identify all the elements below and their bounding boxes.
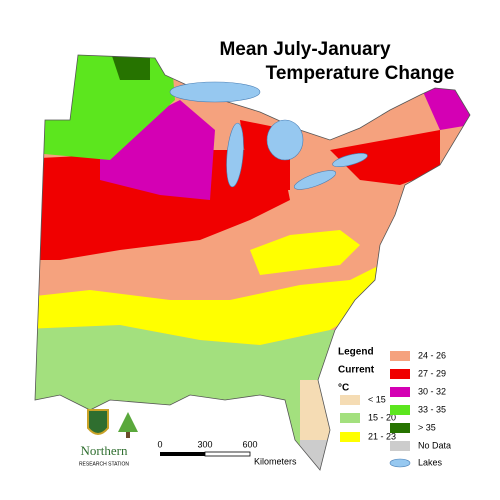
lake xyxy=(226,122,244,188)
legend-unit: °C xyxy=(338,383,349,394)
legend-swatch xyxy=(390,369,410,379)
legend-label: < 15 xyxy=(368,394,386,404)
scale-label: 0 xyxy=(157,439,162,449)
scale-label: 600 xyxy=(242,439,257,449)
legend-label: 27 - 29 xyxy=(418,368,446,378)
lakes xyxy=(169,81,368,190)
title-line-2: Temperature Change xyxy=(266,63,455,84)
legend-swatch xyxy=(340,395,360,405)
scale-segment xyxy=(160,452,205,456)
legend-swatch xyxy=(390,405,410,415)
legend-label: 24 - 26 xyxy=(418,350,446,360)
outline xyxy=(34,54,471,471)
logo: Northern RESEARCH STATION xyxy=(79,409,138,467)
band xyxy=(300,440,330,470)
logo-subname: RESEARCH STATION xyxy=(79,461,129,467)
legend-swatch xyxy=(390,441,410,451)
scale-segment xyxy=(204,451,251,457)
band xyxy=(35,265,380,345)
scale-unit: Kilometers xyxy=(254,456,297,466)
legend-label: 15 - 20 xyxy=(368,412,396,422)
band xyxy=(100,100,215,200)
legend-swatch xyxy=(389,458,411,468)
tree-trunk xyxy=(126,432,130,438)
legend-label: 30 - 32 xyxy=(418,386,446,396)
shield xyxy=(87,409,109,435)
band xyxy=(420,85,470,130)
lake xyxy=(169,81,261,103)
legend-title: Legend xyxy=(338,347,374,358)
lake xyxy=(266,119,304,161)
legend-label: 33 - 35 xyxy=(418,404,446,414)
legend-label: No Data xyxy=(418,440,451,450)
legend-label: Lakes xyxy=(418,457,443,467)
band xyxy=(250,230,360,275)
scale-label: 300 xyxy=(197,439,212,449)
legend-swatch xyxy=(390,351,410,361)
title-line-1: Mean July-January xyxy=(219,39,390,60)
scale-bar: 0 300 600 Kilometers xyxy=(157,439,297,466)
legend-swatch xyxy=(390,423,410,433)
legend-label: > 35 xyxy=(418,422,436,432)
legend-swatch xyxy=(340,432,360,442)
legend-swatch xyxy=(340,413,360,423)
tree xyxy=(118,412,138,432)
legend-swatch xyxy=(390,387,410,397)
logo-name: Northern xyxy=(81,443,128,458)
band xyxy=(35,150,290,260)
legend: < 15 15 - 20 21 - 23 24 - 26 27 - 29 30 - 32 3… xyxy=(340,350,451,467)
lake xyxy=(332,152,368,168)
legend-subtitle: Current xyxy=(338,365,375,376)
lake xyxy=(293,170,337,190)
band xyxy=(330,130,440,185)
legend-label: 21 - 23 xyxy=(368,431,396,441)
